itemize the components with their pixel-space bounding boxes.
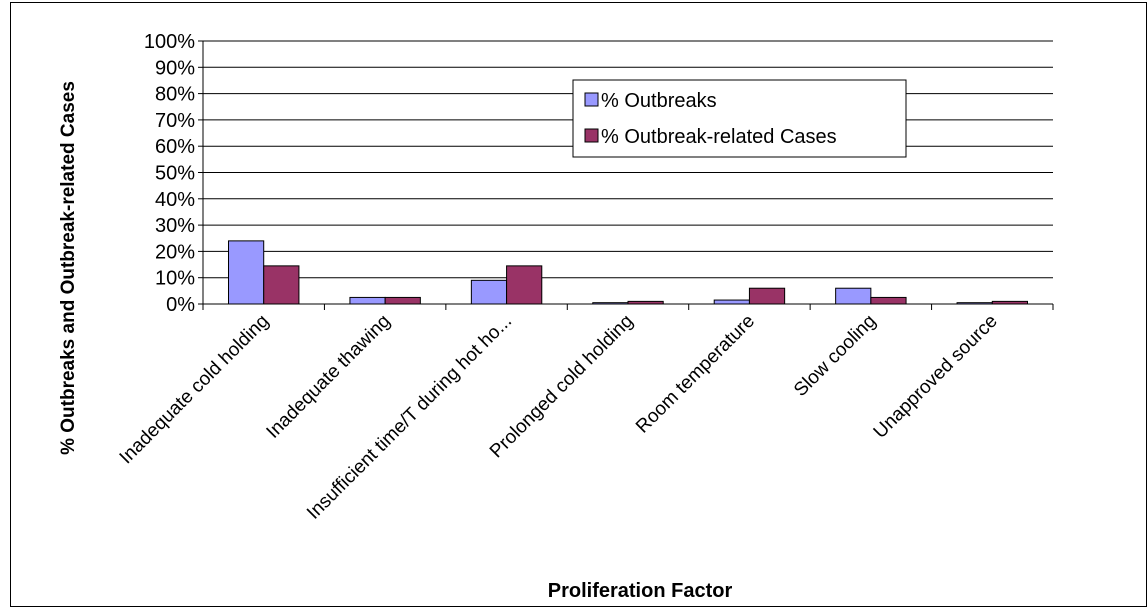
bar	[384, 296, 421, 305]
y-tick-label: 60%	[155, 136, 195, 158]
legend-label: % Outbreaks	[601, 90, 717, 112]
bar	[991, 300, 1028, 305]
bar	[470, 279, 508, 305]
y-tick-label: 0%	[166, 294, 195, 316]
bar	[956, 302, 993, 305]
legend-swatch	[584, 128, 599, 143]
bar	[835, 287, 872, 305]
y-tick-label: 30%	[155, 215, 195, 237]
bar	[228, 240, 265, 305]
y-tick-label: 50%	[155, 163, 195, 185]
bar	[748, 287, 786, 305]
y-tick-label: 90%	[155, 57, 195, 79]
bar	[870, 296, 907, 305]
y-tick-label: 70%	[155, 110, 195, 132]
y-tick-label: 80%	[155, 84, 195, 106]
legend-box	[572, 79, 907, 158]
y-tick-label: 20%	[155, 241, 195, 263]
bar	[627, 300, 664, 305]
y-tick-label: 100%	[144, 31, 195, 53]
bar	[263, 265, 300, 305]
bar	[592, 302, 629, 305]
legend-swatch	[584, 92, 599, 107]
y-tick-label: 10%	[155, 268, 195, 290]
legend-label: % Outbreak-related Cases	[601, 126, 837, 148]
y-tick-label: 40%	[155, 189, 195, 211]
y-axis-label: % Outbreaks and Outbreak-related Cases	[58, 81, 79, 455]
bar	[713, 299, 750, 305]
bar	[349, 296, 386, 305]
x-axis-label: Proliferation Factor	[548, 580, 733, 602]
bar	[506, 265, 543, 305]
